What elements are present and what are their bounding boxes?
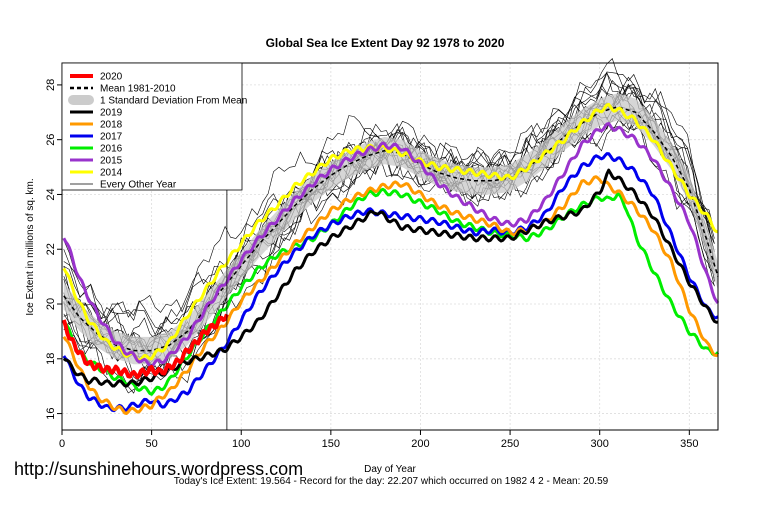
legend-item-2018: 2018 <box>70 120 123 131</box>
mean-line <box>63 106 719 352</box>
legend-label: Every Other Year <box>100 180 177 191</box>
legend-label: 2014 <box>100 168 123 179</box>
footer-stats: Today's Ice Extent: 19.564 - Record for … <box>174 476 609 487</box>
legend-label: 2019 <box>100 108 123 119</box>
x-tick-label: 300 <box>591 438 609 450</box>
legend-label: 2016 <box>100 144 123 155</box>
series-line-2016 <box>62 187 720 396</box>
y-tick-label: 20 <box>45 298 57 310</box>
y-tick-label: 16 <box>45 407 57 419</box>
y-tick-label: 24 <box>45 188 57 200</box>
series-line-2018 <box>62 175 719 415</box>
x-tick-label: 150 <box>322 438 340 450</box>
series-line-2014 <box>62 102 719 362</box>
y-tick-label: 18 <box>45 353 57 365</box>
legend-label: Mean 1981-2010 <box>100 84 176 95</box>
legend-item-2020: 2020 <box>70 72 123 83</box>
legend-item-2014: 2014 <box>70 168 123 179</box>
x-tick-label: 350 <box>680 438 698 450</box>
legend-label: 2015 <box>100 156 123 167</box>
y-axis-ticks: 16 18 20 22 24 26 28 <box>45 79 62 420</box>
series-line-2020 <box>61 313 229 380</box>
x-tick-label: 0 <box>59 438 65 450</box>
legend-item-2016: 2016 <box>70 144 123 155</box>
x-axis-label: Day of Year <box>364 464 416 475</box>
legend-item-every-other-year: Every Other Year <box>70 180 177 191</box>
series-line-2017 <box>62 152 719 413</box>
x-tick-label: 100 <box>232 438 250 450</box>
y-tick-label: 28 <box>45 79 57 91</box>
legend-label: 1 Standard Deviation From Mean <box>100 96 247 107</box>
x-tick-label: 50 <box>145 438 157 450</box>
mean-1981-2010-line <box>63 106 719 352</box>
y-axis-label: Ice Extent in millions of sq. km. <box>25 178 36 315</box>
legend-label: 2017 <box>100 132 123 143</box>
plot-frame <box>61 62 719 431</box>
legend-label: 2018 <box>100 120 123 131</box>
y-tick-label: 26 <box>45 134 57 146</box>
source-url[interactable]: http://sunshinehours.wordpress.com <box>14 459 303 479</box>
series-lines <box>61 102 720 415</box>
every-other-year-line <box>63 79 715 325</box>
legend-item-mean-1981-2010: Mean 1981-2010 <box>70 84 176 95</box>
x-tick-label: 250 <box>501 438 519 450</box>
legend-item-1-standard-deviation-from-mean: 1 Standard Deviation From Mean <box>68 95 247 107</box>
legend-item-2015: 2015 <box>70 156 123 167</box>
x-axis-ticks: 0 50 100 150 200 250 300 350 <box>59 430 699 450</box>
legend-swatch <box>68 95 94 105</box>
legend-item-2017: 2017 <box>70 132 123 143</box>
legend-label: 2020 <box>100 72 123 83</box>
legend-box <box>61 62 243 191</box>
series-line-2015 <box>62 122 720 369</box>
x-tick-label: 200 <box>411 438 429 450</box>
legend-item-2019: 2019 <box>70 108 123 119</box>
y-tick-label: 22 <box>45 243 57 255</box>
chart-title: Global Sea Ice Extent Day 92 1978 to 202… <box>266 36 505 50</box>
